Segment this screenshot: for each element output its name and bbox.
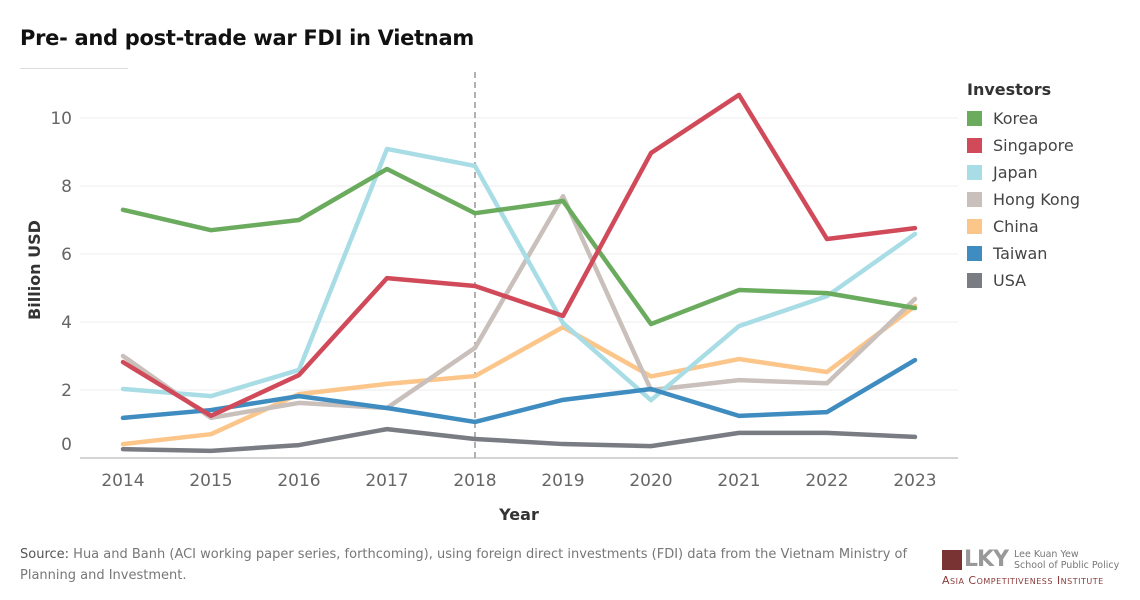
x-tick-label: 2020 — [629, 471, 672, 491]
series-line-japan — [120, 146, 918, 403]
series-line-china — [120, 303, 918, 447]
y-axis-title: Billion USD — [25, 220, 44, 320]
legend-label: USA — [993, 271, 1027, 290]
legend-label: Singapore — [993, 136, 1074, 155]
y-tick-label: 8 — [61, 177, 72, 197]
x-tick-label: 2019 — [541, 471, 584, 491]
legend-swatch — [967, 165, 982, 180]
source-label: Source: — [20, 547, 70, 562]
legend-label: Taiwan — [993, 244, 1048, 263]
legend-swatch — [967, 111, 982, 126]
legend-title: Investors — [967, 80, 1052, 99]
y-tick-label: 2 — [61, 381, 72, 401]
series-line-taiwan — [120, 357, 918, 425]
logo-square — [942, 549, 962, 570]
legend-item[interactable]: Hong Kong — [967, 186, 1080, 213]
legend-label: Hong Kong — [993, 190, 1080, 209]
x-tick-label: 2015 — [189, 471, 232, 491]
source-note: Source: Hua and Banh (ACI working paper … — [20, 544, 920, 586]
legend-item[interactable]: Singapore — [967, 132, 1080, 159]
legend-label: China — [993, 217, 1039, 236]
y-tick-label: 10 — [50, 109, 72, 129]
legend-label: Japan — [993, 163, 1038, 182]
x-tick-label: 2022 — [805, 471, 848, 491]
x-tick-label: 2018 — [453, 471, 496, 491]
logo-line1: Lee Kuan Yew — [1014, 548, 1079, 560]
chart-title: Pre- and post-trade war FDI in Vietnam — [20, 26, 474, 50]
series-line-singapore — [120, 92, 918, 419]
x-axis-title: Year — [498, 505, 539, 524]
x-tick-label: 2016 — [277, 471, 320, 491]
x-tick-label: 2014 — [101, 471, 144, 491]
legend: Investors Korea Singapore Japan Hong Kong Ch… — [967, 80, 1080, 294]
x-tick-label: 2017 — [365, 471, 408, 491]
legend-swatch — [967, 273, 982, 288]
y-tick-label: 0 — [61, 435, 72, 455]
x-tick-label: 2023 — [893, 471, 936, 491]
legend-swatch — [967, 219, 982, 234]
legend-item[interactable]: Japan — [967, 159, 1080, 186]
legend-item[interactable]: China — [967, 213, 1080, 240]
legend-item[interactable]: USA — [967, 267, 1080, 294]
y-tick-label: 6 — [61, 245, 72, 265]
series-line-korea — [120, 166, 918, 327]
legend-swatch — [967, 192, 982, 207]
legend-item[interactable]: Taiwan — [967, 240, 1080, 267]
logo-lky: LKY — [964, 547, 1009, 572]
y-tick-label: 4 — [61, 313, 72, 333]
legend-item[interactable]: Korea — [967, 105, 1080, 132]
legend-label: Korea — [993, 109, 1039, 128]
title-divider — [20, 68, 128, 69]
x-tick-label: 2021 — [717, 471, 760, 491]
series-line-usa — [120, 426, 918, 454]
lky-aci-logo: LKY Lee Kuan Yew School of Public Policy … — [942, 547, 1132, 587]
series-line-hong-kong — [120, 193, 918, 421]
source-text: Hua and Banh (ACI working paper series, … — [20, 547, 908, 583]
legend-swatch — [967, 246, 982, 261]
logo-aci: Asia Competitiveness Institute — [942, 574, 1104, 587]
logo-line2: School of Public Policy — [1014, 559, 1120, 571]
legend-swatch — [967, 138, 982, 153]
